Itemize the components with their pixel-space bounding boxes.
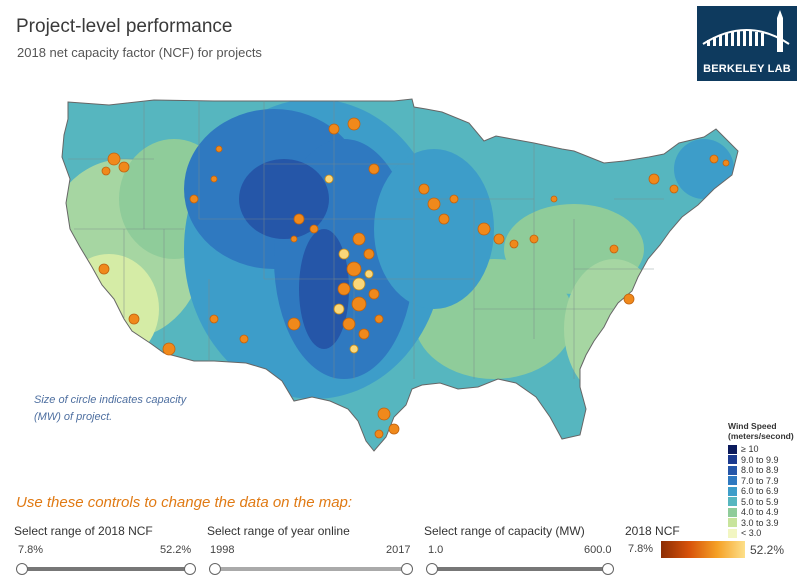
ncf-range-label: Select range of 2018 NCF (14, 524, 153, 538)
legend-swatch (728, 528, 737, 538)
legend-row: 6.0 to 6.9 (728, 486, 805, 497)
year-range-slider[interactable] (209, 563, 413, 575)
legend-title: Wind Speed (meters/second) (728, 421, 794, 441)
legend-swatch (728, 518, 737, 528)
capacity-min-handle[interactable] (426, 563, 438, 575)
circle-size-note: Size of circle indicates capacity (MW) o… (34, 394, 187, 423)
legend-label: 3.0 to 3.9 (741, 517, 779, 528)
capacity-range-max: 600.0 (584, 544, 612, 556)
ncf-legend-label: 2018 NCF (625, 524, 680, 538)
ncf-color-gradient (661, 541, 745, 558)
ncf-range-max: 52.2% (160, 544, 192, 556)
legend-row: ≥ 10 (728, 444, 805, 455)
legend-label: 4.0 to 4.9 (741, 507, 779, 518)
us-wind-speed-map[interactable] (14, 79, 799, 483)
capacity-range-min: 1.0 (428, 544, 444, 556)
page-subtitle: 2018 net capacity factor (NCF) for proje… (17, 45, 262, 60)
legend-swatch (728, 497, 737, 507)
ncf-max-handle[interactable] (184, 563, 196, 575)
legend-row: 5.0 to 5.9 (728, 497, 805, 508)
page-title: Project-level performance (16, 16, 233, 37)
legend-swatch (728, 476, 737, 486)
legend-row: 8.0 to 8.9 (728, 465, 805, 476)
legend-row: 7.0 to 7.9 (728, 476, 805, 487)
legend-swatch (728, 465, 737, 475)
wind-project-markers[interactable] (98, 117, 730, 439)
high-ncf-markers[interactable] (324, 174, 374, 354)
berkeley-lab-logo: BERKELEY LAB (697, 6, 797, 81)
legend-label: < 3.0 (741, 528, 762, 539)
legend-swatch (728, 486, 737, 496)
year-min-handle[interactable] (209, 563, 221, 575)
ncf-range-slider[interactable] (16, 563, 196, 575)
ncf-min-handle[interactable] (16, 563, 28, 575)
legend-label: 9.0 to 9.9 (741, 454, 779, 465)
legend-row: 3.0 to 3.9 (728, 518, 805, 529)
controls-heading: Use these controls to change the data on… (16, 494, 353, 511)
wind-map[interactable]: Wind Speed (meters/second) ≥ 10 9.0 to 9.… (14, 79, 799, 538)
ncf-legend-max: 52.2% (750, 543, 785, 557)
legend-row: < 3.0 (728, 528, 805, 539)
campanile-logo-icon (702, 10, 790, 52)
year-range-label: Select range of year online (207, 524, 350, 538)
legend-row: 9.0 to 9.9 (728, 455, 805, 466)
legend-swatch (728, 444, 737, 454)
legend-swatch (728, 455, 737, 465)
year-range-max: 2017 (386, 544, 411, 556)
year-max-handle[interactable] (401, 563, 413, 575)
legend-label: 8.0 to 8.9 (741, 465, 779, 476)
legend-label: 7.0 to 7.9 (741, 475, 779, 486)
ncf-range-min: 7.8% (18, 544, 44, 556)
ncf-legend-min: 7.8% (628, 543, 654, 555)
logo-text: BERKELEY LAB (703, 63, 791, 75)
legend-label: 6.0 to 6.9 (741, 486, 779, 497)
wind-speed-legend: Wind Speed (meters/second) ≥ 10 9.0 to 9.… (728, 421, 805, 539)
legend-row: 4.0 to 4.9 (728, 507, 805, 518)
legend-swatch (728, 507, 737, 517)
capacity-range-label: Select range of capacity (MW) (424, 524, 585, 538)
year-range-min: 1998 (210, 544, 235, 556)
capacity-range-slider[interactable] (426, 563, 614, 575)
legend-label: 5.0 to 5.9 (741, 496, 779, 507)
capacity-max-handle[interactable] (602, 563, 614, 575)
legend-label: ≥ 10 (741, 444, 759, 455)
